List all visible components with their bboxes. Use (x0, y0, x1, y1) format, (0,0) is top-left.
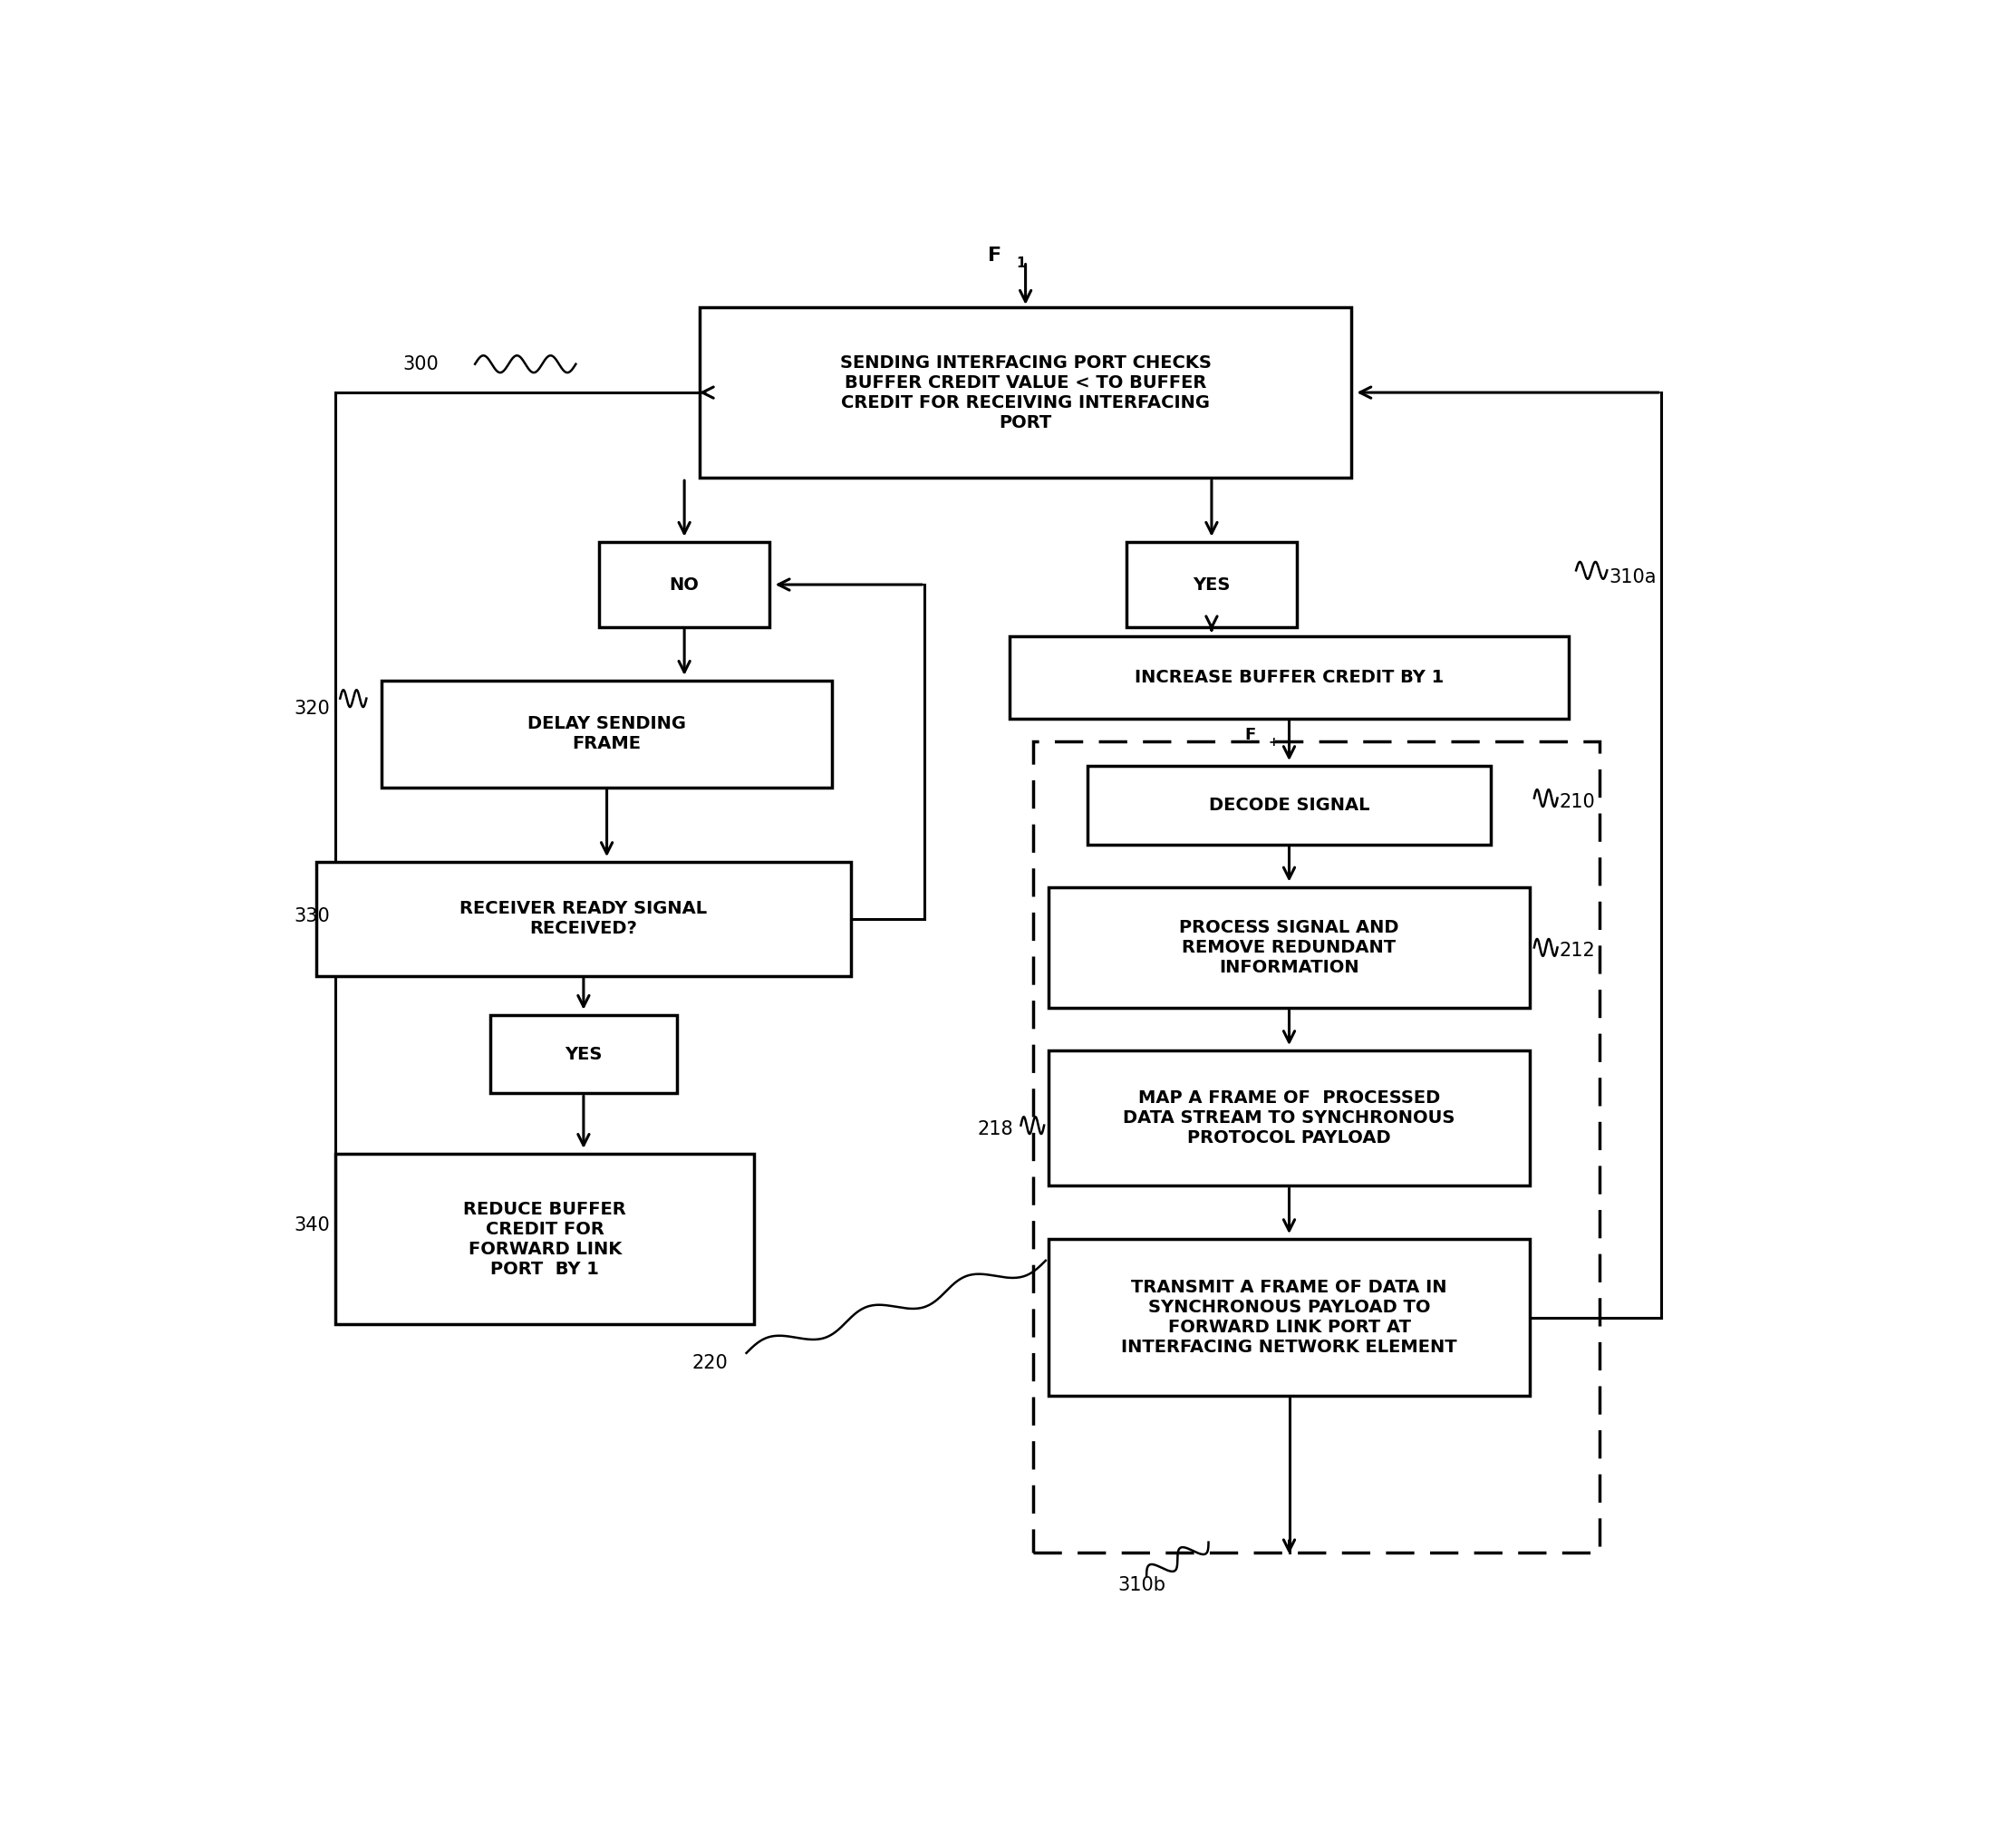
Text: PROCESS SIGNAL AND
REMOVE REDUNDANT
INFORMATION: PROCESS SIGNAL AND REMOVE REDUNDANT INFO… (1179, 918, 1399, 976)
Text: F: F (1245, 728, 1257, 743)
Text: 1: 1 (1017, 257, 1027, 270)
Text: NO: NO (670, 577, 698, 593)
Text: 310a: 310a (1609, 569, 1657, 586)
Text: TRANSMIT A FRAME OF DATA IN
SYNCHRONOUS PAYLOAD TO
FORWARD LINK PORT AT
INTERFAC: TRANSMIT A FRAME OF DATA IN SYNCHRONOUS … (1121, 1279, 1457, 1356)
Text: 218: 218 (976, 1120, 1013, 1138)
Text: 212: 212 (1559, 941, 1595, 959)
FancyBboxPatch shape (1049, 1052, 1529, 1186)
Text: MAP A FRAME OF  PROCESSED
DATA STREAM TO SYNCHRONOUS
PROTOCOL PAYLOAD: MAP A FRAME OF PROCESSED DATA STREAM TO … (1123, 1090, 1455, 1148)
FancyBboxPatch shape (1049, 1240, 1529, 1395)
Text: YES: YES (1193, 577, 1231, 593)
Text: 220: 220 (692, 1355, 728, 1371)
FancyBboxPatch shape (1089, 767, 1491, 845)
FancyBboxPatch shape (490, 1015, 676, 1094)
Text: YES: YES (564, 1046, 602, 1063)
FancyBboxPatch shape (336, 1153, 754, 1325)
FancyBboxPatch shape (700, 307, 1351, 479)
FancyBboxPatch shape (1127, 541, 1297, 626)
Text: 310b: 310b (1119, 1576, 1167, 1595)
Text: 330: 330 (294, 907, 330, 926)
Text: DECODE SIGNAL: DECODE SIGNAL (1209, 796, 1369, 813)
Text: REDUCE BUFFER
CREDIT FOR
FORWARD LINK
PORT  BY 1: REDUCE BUFFER CREDIT FOR FORWARD LINK PO… (464, 1201, 626, 1277)
FancyBboxPatch shape (598, 541, 770, 626)
FancyBboxPatch shape (1049, 887, 1529, 1007)
Text: INCREASE BUFFER CREDIT BY 1: INCREASE BUFFER CREDIT BY 1 (1135, 669, 1445, 686)
Text: +: + (1269, 736, 1279, 748)
Text: 300: 300 (402, 355, 438, 373)
Text: 210: 210 (1559, 793, 1595, 811)
Text: F: F (988, 248, 1000, 264)
Text: RECEIVER READY SIGNAL
RECEIVED?: RECEIVER READY SIGNAL RECEIVED? (460, 900, 706, 937)
FancyBboxPatch shape (316, 861, 850, 976)
Text: 340: 340 (294, 1216, 330, 1234)
Text: 320: 320 (294, 699, 330, 717)
FancyBboxPatch shape (382, 680, 832, 787)
Text: DELAY SENDING
FRAME: DELAY SENDING FRAME (528, 715, 686, 752)
Text: SENDING INTERFACING PORT CHECKS
BUFFER CREDIT VALUE < TO BUFFER
CREDIT FOR RECEI: SENDING INTERFACING PORT CHECKS BUFFER C… (840, 355, 1211, 431)
FancyBboxPatch shape (1011, 636, 1569, 719)
